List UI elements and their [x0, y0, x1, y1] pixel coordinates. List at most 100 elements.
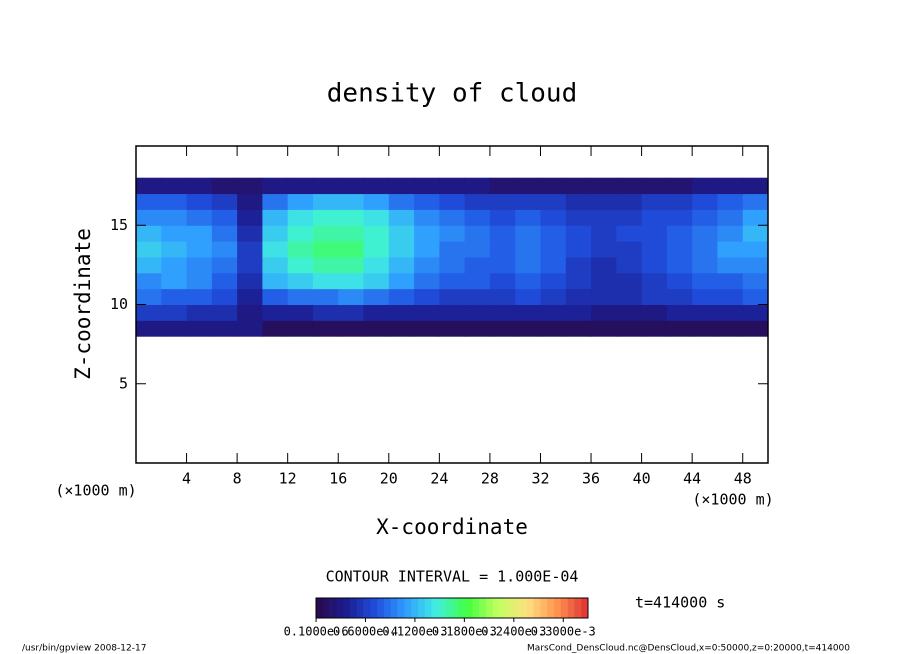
cell: [161, 272, 188, 290]
cell: [287, 320, 314, 337]
cell: [641, 193, 668, 210]
cell: [717, 225, 744, 242]
cell: [363, 209, 390, 226]
x-tick-label: 12: [279, 470, 297, 488]
cell: [388, 288, 415, 305]
colorbar-swatch: [424, 598, 432, 618]
colorbar-swatch: [492, 598, 500, 618]
cell: [439, 209, 466, 226]
cell: [287, 304, 314, 321]
cell: [666, 256, 693, 274]
cell: [591, 272, 617, 290]
cell: [388, 177, 415, 195]
cell: [742, 177, 769, 195]
cell: [312, 225, 339, 242]
cell: [136, 256, 162, 274]
cell: [565, 193, 592, 210]
colorbar-swatch: [520, 598, 528, 618]
cell: [414, 193, 440, 210]
cell: [211, 225, 238, 242]
cell: [692, 256, 718, 274]
cell: [616, 177, 643, 195]
cell: [161, 241, 188, 258]
cell: [641, 225, 668, 242]
colorbar-swatch: [452, 598, 460, 618]
cell: [666, 320, 693, 337]
cell: [641, 177, 668, 195]
colorbar-swatch: [390, 598, 398, 618]
cell: [237, 241, 263, 258]
cell: [540, 241, 567, 258]
cell: [515, 209, 541, 226]
cell: [186, 225, 213, 242]
x-tick-label: 24: [430, 470, 448, 488]
cell: [692, 272, 718, 290]
cell: [388, 209, 415, 226]
cell: [287, 225, 314, 242]
cell: [464, 225, 491, 242]
cell: [237, 256, 263, 274]
cell: [616, 256, 643, 274]
cell: [692, 241, 718, 258]
cell: [515, 241, 541, 258]
cell: [388, 256, 415, 274]
cell: [363, 193, 390, 210]
cell: [237, 288, 263, 305]
cell: [515, 288, 541, 305]
cell: [489, 193, 516, 210]
cell: [136, 193, 162, 210]
x-tick-label: 16: [329, 470, 347, 488]
colorbar-swatch: [336, 598, 344, 618]
cell: [464, 320, 491, 337]
colorbar-swatch: [533, 598, 541, 618]
cell: [540, 320, 567, 337]
cell: [591, 193, 617, 210]
cell: [515, 225, 541, 242]
cell: [211, 193, 238, 210]
cell: [211, 209, 238, 226]
cell: [616, 272, 643, 290]
cell: [211, 256, 238, 274]
x-tick-label: 40: [633, 470, 651, 488]
cell: [515, 304, 541, 321]
cell: [211, 272, 238, 290]
cell: [414, 304, 440, 321]
cell: [363, 256, 390, 274]
colorbar-swatch: [350, 598, 358, 618]
cell: [540, 193, 567, 210]
cell: [464, 272, 491, 290]
cell: [565, 256, 592, 274]
cell: [161, 225, 188, 242]
cell: [262, 256, 289, 274]
cell: [287, 288, 314, 305]
cell: [742, 225, 769, 242]
cell: [591, 256, 617, 274]
cell: [692, 304, 718, 321]
y-tick-label: 15: [110, 216, 128, 234]
cell: [338, 241, 365, 258]
cell: [262, 193, 289, 210]
cell: [742, 304, 769, 321]
cell: [464, 304, 491, 321]
cell: [717, 320, 744, 337]
cell: [439, 304, 466, 321]
cell: [312, 320, 339, 337]
cell: [540, 225, 567, 242]
cell: [616, 304, 643, 321]
cell: [742, 320, 769, 337]
cell: [136, 272, 162, 290]
cell: [136, 320, 162, 337]
cell: [489, 241, 516, 258]
cell: [161, 304, 188, 321]
colorbar-tick-label: 0.2400e-3: [481, 625, 546, 639]
colorbar-swatch: [363, 598, 371, 618]
cell: [338, 177, 365, 195]
cell: [666, 177, 693, 195]
contour-interval: CONTOUR INTERVAL = 1.000E-04: [326, 568, 579, 586]
cell: [616, 288, 643, 305]
colorbar-swatch: [526, 598, 534, 618]
cell: [136, 288, 162, 305]
cell: [338, 272, 365, 290]
cell: [692, 225, 718, 242]
